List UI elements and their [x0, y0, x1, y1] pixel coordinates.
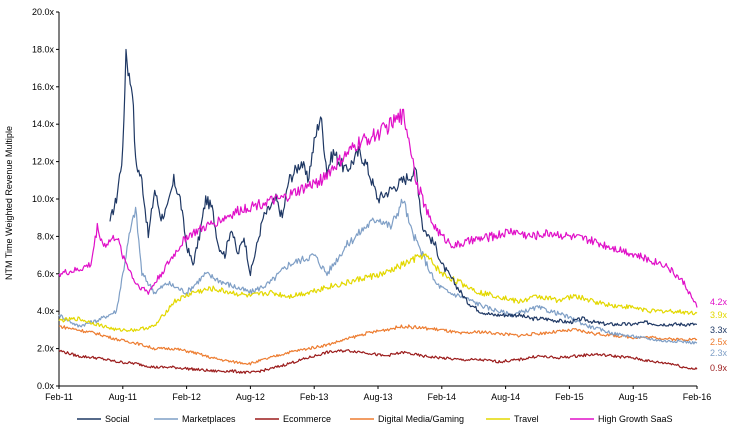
y-tick-label: 2.0x [37, 344, 55, 354]
y-tick-labels: 0.0x 2.0x 4.0x 6.0x 8.0x 10.0x 12.0x 14.0x 16.0x… [32, 7, 59, 391]
y-tick-label: 12.0x [32, 157, 55, 167]
y-axis-title: NTM Time Weighted Revenue Multiple [4, 126, 14, 280]
legend-label: High Growth SaaS [598, 414, 673, 424]
end-label: 2.3x [710, 348, 728, 358]
end-label: 3.3x [710, 325, 728, 335]
y-tick-label: 20.0x [32, 7, 55, 17]
legend-label: Ecommerce [283, 414, 331, 424]
end-label: 4.2x [710, 297, 728, 307]
y-tick-label: 16.0x [32, 82, 55, 92]
end-label: 0.9x [710, 363, 728, 373]
series-line-travel [58, 253, 698, 333]
x-tick-label: Aug-12 [236, 392, 265, 402]
series-lines [58, 48, 698, 375]
x-tick-label: Feb-13 [300, 392, 329, 402]
y-tick-label: 18.0x [32, 44, 55, 54]
x-tick-label: Feb-14 [428, 392, 457, 402]
end-label: 3.9x [710, 310, 728, 320]
end-value-labels: 4.2x 3.9x 3.3x 2.5x2.3x 0.9x [710, 297, 728, 373]
series-line-digital-media-gaming [58, 324, 698, 366]
x-tick-label: Feb-16 [683, 392, 712, 402]
y-tick-label: 14.0x [32, 119, 55, 129]
y-tick-label: 0.0x [37, 381, 55, 391]
series-line-social [109, 48, 698, 327]
legend-label: Digital Media/Gaming [378, 414, 464, 424]
x-tick-label: Feb-15 [555, 392, 584, 402]
series-line-high-growth-saas [58, 108, 698, 308]
legend: Social Marketplaces Ecommerce Digital Media… [77, 414, 673, 424]
x-tick-label: Aug-11 [109, 392, 137, 402]
x-tick-label: Feb-11 [45, 392, 73, 402]
y-tick-label: 4.0x [37, 306, 55, 316]
legend-label: Marketplaces [182, 414, 236, 424]
series-line-ecommerce [58, 349, 698, 375]
x-tick-label: Aug-14 [491, 392, 520, 402]
y-tick-label: 6.0x [37, 269, 55, 279]
legend-label: Social [105, 414, 130, 424]
y-tick-label: 8.0x [37, 231, 55, 241]
x-tick-label: Aug-15 [619, 392, 648, 402]
end-label: 2.5x [710, 337, 728, 347]
y-tick-label: 10.0x [32, 194, 55, 204]
x-tick-label: Feb-12 [172, 392, 201, 402]
x-tick-label: Aug-13 [363, 392, 392, 402]
legend-label: Travel [514, 414, 539, 424]
x-tick-labels: Feb-11 Aug-11 Feb-12 Aug-12 Feb-13 Aug-13 Feb-… [45, 386, 711, 402]
series-line-marketplaces [58, 198, 698, 345]
